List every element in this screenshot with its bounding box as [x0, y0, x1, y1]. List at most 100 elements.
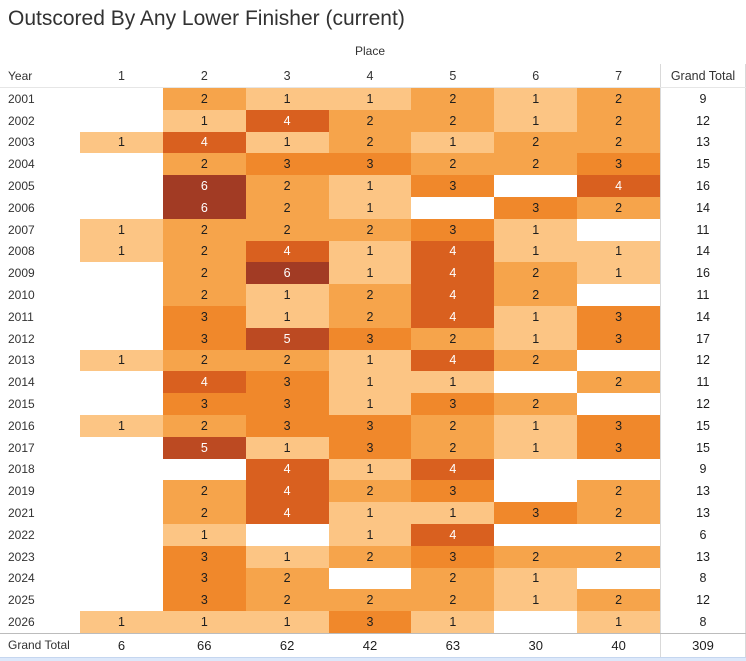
heatmap-cell[interactable]: 2: [577, 88, 661, 110]
heatmap-cell[interactable]: 4: [411, 305, 495, 328]
heatmap-cell[interactable]: 4: [411, 458, 495, 481]
heatmap-cell[interactable]: 2: [494, 153, 578, 176]
heatmap-cell[interactable]: 1: [162, 523, 246, 546]
column-header-7[interactable]: 7: [577, 64, 661, 87]
heatmap-cell[interactable]: 2: [162, 414, 246, 437]
heatmap-cell[interactable]: 2: [328, 545, 412, 568]
row-total-2016[interactable]: 15: [660, 414, 746, 437]
heatmap-cell[interactable]: 4: [245, 458, 329, 481]
heatmap-cell[interactable]: 1: [245, 88, 329, 110]
row-label-2023[interactable]: 2023: [0, 545, 80, 568]
heatmap-cell[interactable]: 3: [577, 327, 661, 350]
heatmap-cell[interactable]: 4: [245, 480, 329, 503]
heatmap-cell[interactable]: 3: [245, 414, 329, 437]
heatmap-cell[interactable]: 2: [411, 567, 495, 590]
heatmap-cell[interactable]: 1: [328, 523, 412, 546]
heatmap-cell[interactable]: 4: [411, 349, 495, 372]
row-total-2009[interactable]: 16: [660, 262, 746, 285]
heatmap-cell[interactable]: 2: [245, 589, 329, 612]
heatmap-cell[interactable]: 3: [328, 611, 412, 633]
heatmap-cell[interactable]: 2: [162, 218, 246, 241]
heatmap-cell[interactable]: 1: [328, 175, 412, 197]
heatmap-cell[interactable]: 2: [411, 327, 495, 350]
row-total-2021[interactable]: 13: [660, 502, 746, 524]
column-total-4[interactable]: 42: [328, 633, 412, 657]
heatmap-cell[interactable]: 2: [162, 240, 246, 263]
heatmap-cell[interactable]: 2: [328, 284, 412, 306]
heatmap-cell[interactable]: 3: [162, 393, 246, 415]
heatmap-cell[interactable]: 2: [162, 153, 246, 176]
heatmap-cell[interactable]: 1: [328, 240, 412, 263]
heatmap-cell[interactable]: 1: [494, 240, 578, 263]
row-total-2008[interactable]: 14: [660, 240, 746, 263]
row-label-2009[interactable]: 2009: [0, 262, 80, 285]
row-label-2006[interactable]: 2006: [0, 196, 80, 219]
row-total-2017[interactable]: 15: [660, 436, 746, 459]
heatmap-cell[interactable]: 2: [245, 218, 329, 241]
heatmap-cell[interactable]: 1: [80, 611, 163, 633]
heatmap-cell[interactable]: 2: [411, 436, 495, 459]
heatmap-cell[interactable]: 2: [494, 284, 578, 306]
heatmap-cell[interactable]: 1: [494, 327, 578, 350]
row-total-2019[interactable]: 13: [660, 480, 746, 503]
heatmap-cell[interactable]: 3: [328, 436, 412, 459]
heatmap-cell[interactable]: 1: [577, 262, 661, 285]
heatmap-cell[interactable]: 1: [411, 611, 495, 633]
heatmap-cell[interactable]: 2: [494, 393, 578, 415]
row-total-2003[interactable]: 13: [660, 131, 746, 154]
heatmap-cell[interactable]: 2: [577, 480, 661, 503]
heatmap-cell[interactable]: 3: [411, 545, 495, 568]
heatmap-cell[interactable]: 1: [328, 458, 412, 481]
heatmap-cell[interactable]: 1: [411, 502, 495, 524]
row-label-2002[interactable]: 2002: [0, 109, 80, 132]
heatmap-cell[interactable]: 2: [577, 371, 661, 394]
heatmap-cell[interactable]: 3: [577, 414, 661, 437]
heatmap-cell[interactable]: 2: [411, 414, 495, 437]
grand-total-column-header[interactable]: Grand Total: [660, 64, 746, 87]
row-total-2001[interactable]: 9: [660, 88, 746, 110]
heatmap-cell[interactable]: 2: [494, 262, 578, 285]
heatmap-cell[interactable]: 3: [494, 502, 578, 524]
grand-total-value[interactable]: 309: [660, 633, 746, 657]
heatmap-cell[interactable]: 1: [80, 240, 163, 263]
heatmap-cell[interactable]: 2: [411, 109, 495, 132]
heatmap-cell[interactable]: 4: [162, 131, 246, 154]
row-total-2025[interactable]: 12: [660, 589, 746, 612]
heatmap-cell[interactable]: 1: [411, 131, 495, 154]
heatmap-cell[interactable]: 2: [328, 109, 412, 132]
heatmap-cell[interactable]: 1: [494, 218, 578, 241]
row-label-2025[interactable]: 2025: [0, 589, 80, 612]
heatmap-cell[interactable]: 2: [577, 131, 661, 154]
heatmap-cell[interactable]: 1: [245, 611, 329, 633]
row-total-2018[interactable]: 9: [660, 458, 746, 481]
row-total-2002[interactable]: 12: [660, 109, 746, 132]
heatmap-cell[interactable]: 1: [494, 88, 578, 110]
heatmap-cell[interactable]: 1: [577, 240, 661, 263]
heatmap-cell[interactable]: 2: [411, 88, 495, 110]
row-total-2026[interactable]: 8: [660, 611, 746, 633]
heatmap-cell[interactable]: 2: [411, 153, 495, 176]
row-label-2001[interactable]: 2001: [0, 88, 80, 110]
heatmap-cell[interactable]: 2: [162, 284, 246, 306]
heatmap-cell[interactable]: 3: [162, 589, 246, 612]
column-header-5[interactable]: 5: [411, 64, 495, 87]
heatmap-cell[interactable]: 4: [411, 240, 495, 263]
heatmap-cell[interactable]: 2: [577, 589, 661, 612]
row-label-2026[interactable]: 2026: [0, 611, 80, 633]
heatmap-cell[interactable]: 2: [494, 131, 578, 154]
row-label-2011[interactable]: 2011: [0, 305, 80, 328]
row-total-2014[interactable]: 11: [660, 371, 746, 394]
heatmap-cell[interactable]: 3: [328, 153, 412, 176]
heatmap-cell[interactable]: 2: [162, 88, 246, 110]
heatmap-cell[interactable]: 1: [494, 305, 578, 328]
heatmap-cell[interactable]: 3: [328, 327, 412, 350]
heatmap-cell[interactable]: 1: [80, 349, 163, 372]
column-header-4[interactable]: 4: [328, 64, 412, 87]
heatmap-cell[interactable]: 1: [328, 502, 412, 524]
heatmap-cell[interactable]: 2: [245, 349, 329, 372]
row-label-2016[interactable]: 2016: [0, 414, 80, 437]
heatmap-cell[interactable]: 1: [80, 218, 163, 241]
heatmap-cell[interactable]: 2: [577, 196, 661, 219]
heatmap-cell[interactable]: 1: [328, 393, 412, 415]
heatmap-cell[interactable]: 3: [162, 567, 246, 590]
